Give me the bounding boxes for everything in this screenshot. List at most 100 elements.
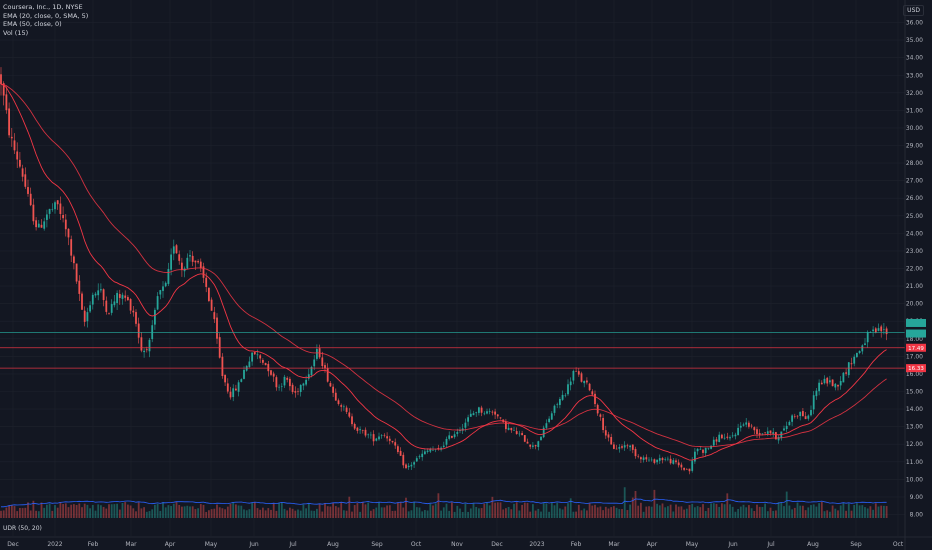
candle-body (418, 456, 421, 458)
candle-body (172, 246, 175, 254)
candle-body (669, 458, 672, 464)
volume-bar (653, 489, 656, 518)
y-tick-label: 12.00 (906, 441, 923, 448)
legend-ema20[interactable]: EMA (20, close, 0, SMA, 5) (3, 11, 89, 20)
volume-bar (618, 509, 621, 518)
candle-body (426, 450, 429, 452)
legend-ema50[interactable]: EMA (50, close, 0) (3, 20, 62, 29)
x-tick-label: Sep (850, 541, 862, 548)
legend-vol[interactable]: Vol (15) (3, 28, 29, 37)
candle-body (272, 373, 275, 377)
volume-bar (826, 510, 829, 518)
volume-bar (721, 503, 723, 518)
candle-body (46, 214, 48, 220)
volume-bar (291, 508, 294, 518)
volume-bar (202, 504, 205, 518)
volume-bar (421, 511, 424, 518)
y-tick-label: 32.00 (906, 90, 923, 97)
candle-body (750, 425, 753, 427)
candle-body (486, 411, 488, 414)
y-tick-label: 15.00 (906, 389, 923, 396)
currency-button[interactable]: USD (903, 5, 924, 16)
candle-body (804, 416, 807, 420)
volume-bar (802, 505, 804, 518)
volume-bar (656, 503, 658, 518)
candle-body (756, 429, 758, 435)
candle-body (280, 386, 283, 387)
volume-bar (278, 502, 280, 518)
candle-body (124, 295, 127, 298)
candle-body (583, 380, 586, 384)
candle-body (510, 427, 513, 431)
price-tags: 17.49 16.33 (906, 318, 926, 373)
volume-bar (505, 508, 507, 518)
candle-body (16, 151, 19, 160)
volume-bar (267, 508, 270, 518)
volume-bar (704, 510, 707, 518)
candle-body (129, 299, 132, 311)
candle-body (178, 254, 181, 261)
volume-bar (105, 508, 108, 518)
candle-body (213, 312, 216, 320)
volume-bar (35, 510, 37, 518)
volume-bar (815, 506, 818, 518)
candle-body (505, 421, 507, 430)
volume-bar (54, 505, 56, 518)
candle-body (667, 458, 669, 460)
volume-bar (224, 509, 226, 518)
volume-bar (561, 509, 564, 518)
volume-bar (853, 504, 856, 518)
candle-body (685, 469, 688, 470)
candle-body (742, 424, 745, 426)
volume-bar (24, 507, 27, 518)
volume-bar (745, 507, 748, 518)
candle-body (340, 405, 343, 407)
candle-body (399, 450, 402, 456)
candle-body (483, 413, 486, 415)
candle-body (858, 350, 861, 353)
volume-bar (448, 510, 451, 518)
candle-body (140, 337, 143, 351)
candle-body (388, 438, 391, 441)
candle-body (21, 168, 24, 177)
volume-bar (756, 504, 758, 518)
candle-body (874, 328, 877, 333)
candle-body (880, 326, 883, 332)
candle-body (105, 300, 108, 312)
volume-bar (343, 510, 345, 518)
volume-bar (515, 502, 518, 518)
candle-body (626, 445, 629, 447)
volume-bar (0, 510, 2, 518)
volume-bar (229, 504, 232, 518)
volume-bar (394, 510, 397, 518)
candle-body (175, 245, 178, 254)
volume-bar (869, 506, 872, 518)
volume-bar (132, 508, 135, 518)
volume-bar (831, 505, 834, 518)
volume-bar (46, 504, 48, 518)
candle-body (132, 310, 135, 313)
candle-body (345, 407, 348, 412)
volume-bar (135, 511, 137, 518)
candle-body (8, 108, 10, 136)
volume-bar (456, 505, 459, 518)
legend-title[interactable]: Coursera, Inc., 1D, NYSE (3, 3, 83, 11)
volume-bar (418, 507, 421, 518)
x-tick-label: Dec (7, 541, 19, 548)
candle-body (675, 460, 677, 463)
indicator-label[interactable]: UDR (50, 20) (3, 525, 42, 532)
candle-body (429, 449, 432, 452)
volume-bar (329, 506, 332, 518)
volume-bar (510, 509, 513, 518)
volume-bar (21, 508, 24, 518)
volume-bar (664, 507, 667, 518)
volume-bar (761, 506, 764, 518)
candle-body (496, 414, 499, 417)
volume-bar (245, 510, 248, 518)
volume-bar (785, 491, 788, 518)
price-axis: 36.00 35.00 34.00 33.00 32.00 31.00 30.00 29.00… (904, 0, 923, 550)
volume-bar (791, 509, 793, 518)
candle-body (383, 435, 386, 436)
y-tick-label: 36.00 (906, 20, 923, 27)
